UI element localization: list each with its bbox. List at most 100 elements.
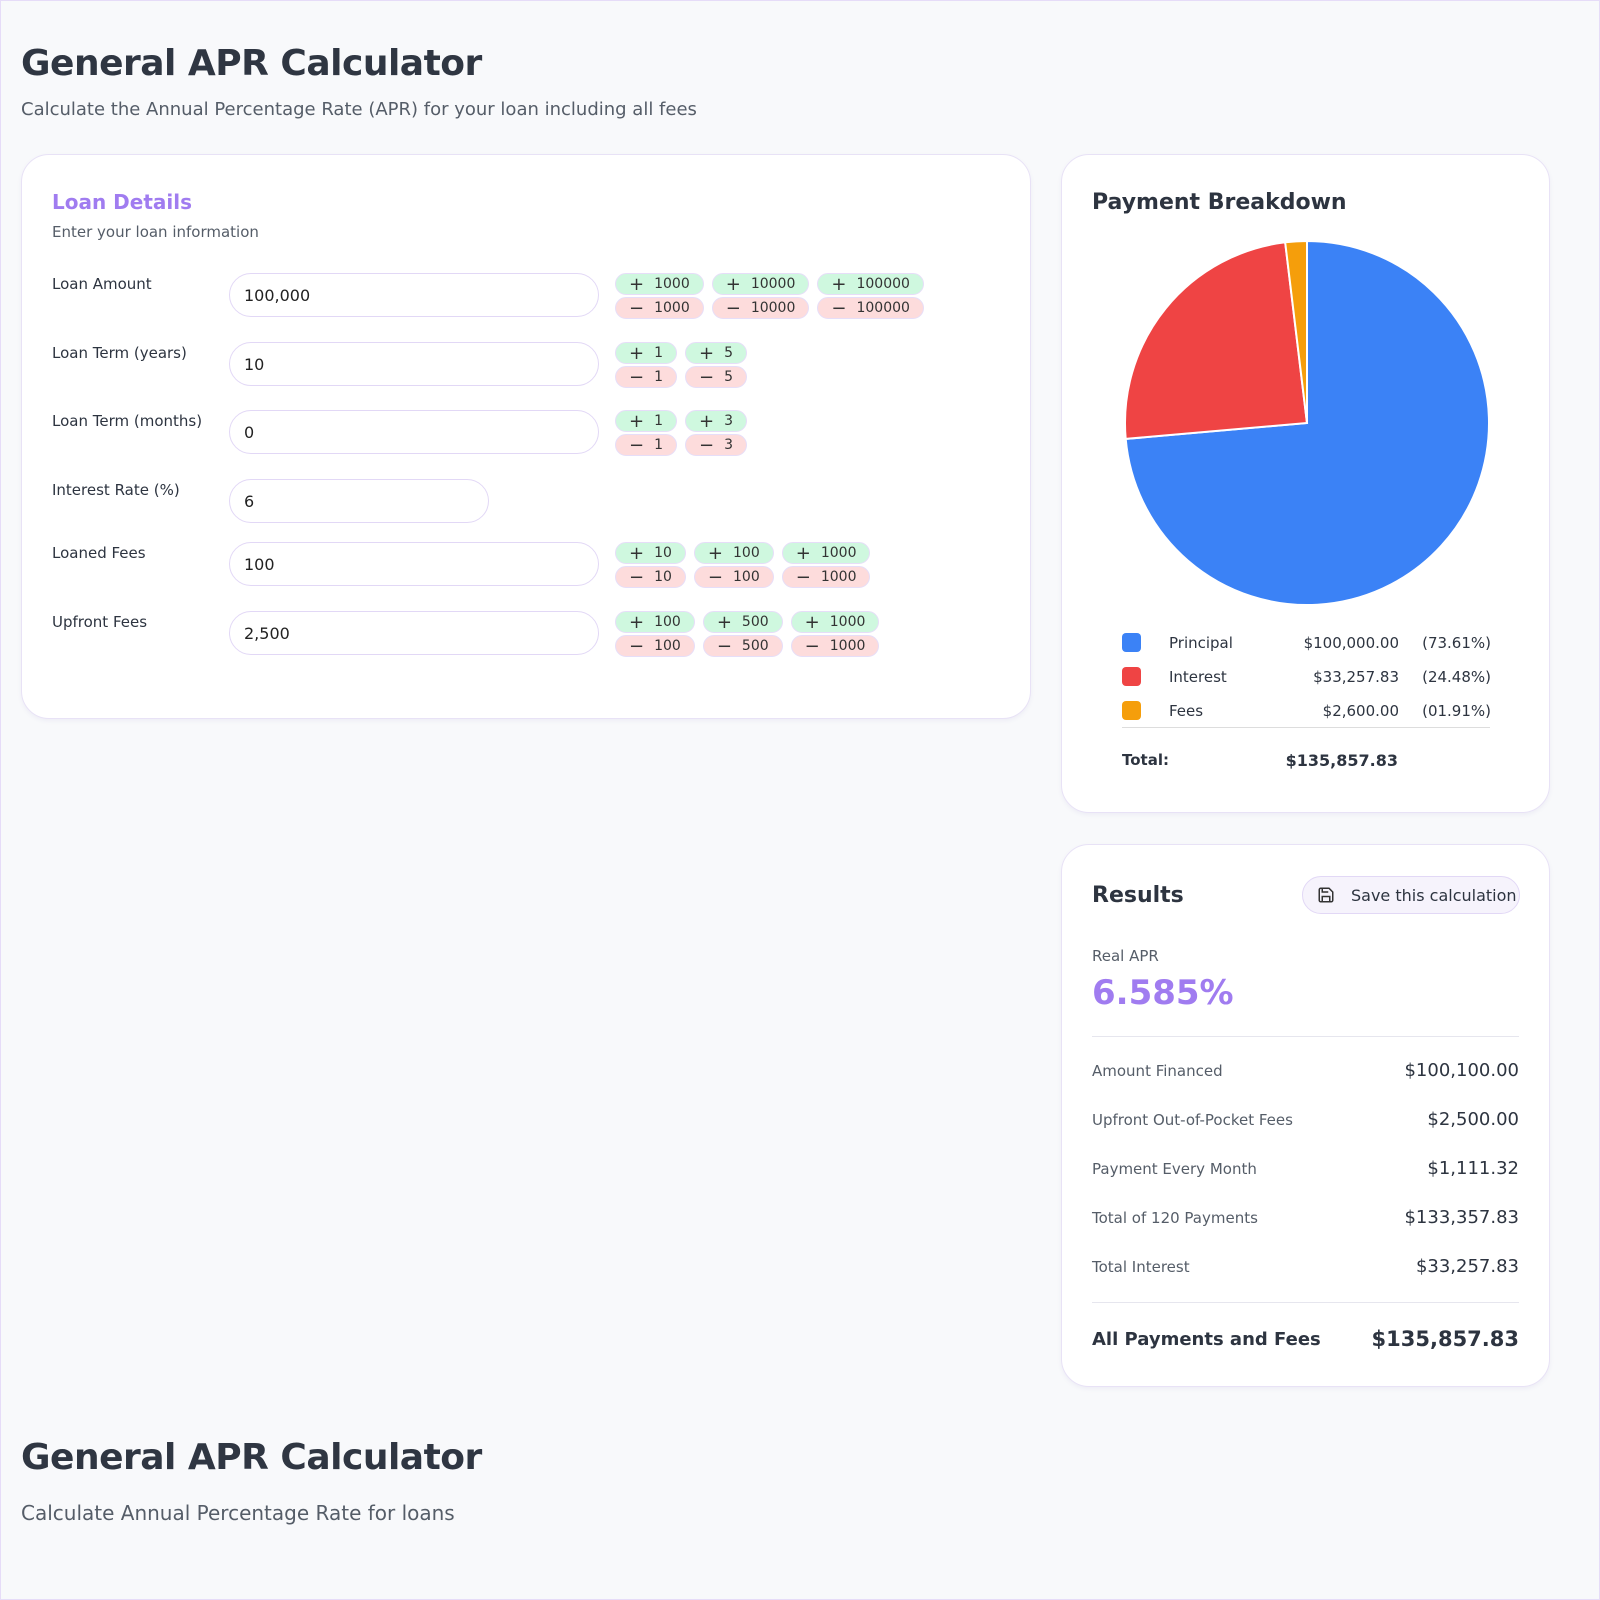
result-value: $1,111.32: [1427, 1158, 1519, 1179]
field-input[interactable]: 100: [229, 542, 599, 586]
legend-percent: (24.48%): [1422, 667, 1491, 686]
plus-icon: +: [795, 542, 811, 564]
field-label: Loan Term (months): [52, 412, 203, 430]
increment-button[interactable]: +5: [685, 342, 748, 364]
all-payments-value: $135,857.83: [1371, 1327, 1519, 1351]
legend-value: $33,257.83: [1313, 667, 1399, 686]
result-label: Payment Every Month: [1092, 1159, 1257, 1178]
minus-icon: −: [804, 635, 820, 657]
decrement-button[interactable]: −10: [615, 566, 686, 588]
field-label: Loan Amount: [52, 275, 152, 293]
decrement-button[interactable]: −100: [693, 566, 774, 588]
result-value: $100,100.00: [1404, 1060, 1519, 1081]
minus-icon: −: [795, 566, 811, 588]
decrement-button[interactable]: −3: [685, 434, 748, 456]
plus-icon: +: [831, 273, 847, 295]
increment-button[interactable]: +1000: [790, 611, 880, 633]
legend-label: Principal: [1169, 633, 1233, 652]
apr-value: 6.585%: [1092, 973, 1234, 1013]
increment-button[interactable]: +100: [693, 542, 774, 564]
legend-percent: (01.91%): [1422, 701, 1491, 720]
increment-button[interactable]: +1: [615, 342, 678, 364]
minus-icon: −: [629, 635, 645, 657]
legend-label: Interest: [1169, 667, 1227, 686]
result-value: $33,257.83: [1415, 1256, 1519, 1277]
legend-percent: (73.61%): [1422, 633, 1491, 652]
apr-label: Real APR: [1092, 947, 1159, 965]
footer-title: General APR Calculator: [21, 1437, 482, 1478]
step-buttons: +1000 −1000 +10000 −10000 +100000 −100000: [615, 273, 924, 319]
field-input[interactable]: 100,000: [229, 273, 599, 317]
plus-icon: +: [699, 410, 715, 432]
decrement-button[interactable]: −100000: [817, 297, 924, 319]
increment-button[interactable]: +1: [615, 410, 678, 432]
increment-button[interactable]: +10000: [711, 273, 810, 295]
loan-details-subtitle: Enter your loan information: [52, 223, 259, 241]
field-label: Loaned Fees: [52, 544, 146, 562]
decrement-button[interactable]: −1: [615, 366, 678, 388]
legend-value: $100,000.00: [1303, 633, 1399, 652]
plus-icon: +: [629, 542, 645, 564]
field-label: Upfront Fees: [52, 613, 148, 631]
increment-button[interactable]: +100: [615, 611, 695, 633]
increment-button[interactable]: +1000: [781, 542, 871, 564]
field-input[interactable]: 6: [229, 479, 489, 523]
step-buttons: +10 −10 +100 −100 +1000 −1000: [615, 542, 871, 588]
minus-icon: −: [629, 297, 645, 319]
result-row: Amount Financed $100,100.00: [1092, 1060, 1519, 1081]
field-input[interactable]: 0: [229, 410, 599, 454]
increment-button[interactable]: +10: [615, 542, 686, 564]
decrement-button[interactable]: −1000: [790, 635, 880, 657]
step-buttons: +100 −100 +500 −500 +1000 −1000: [615, 611, 880, 657]
plus-icon: +: [699, 342, 715, 364]
all-payments-row: All Payments and Fees $135,857.83: [1092, 1327, 1519, 1351]
field-input[interactable]: 2,500: [229, 611, 599, 655]
field-label: Interest Rate (%): [52, 481, 180, 499]
decrement-button[interactable]: −10000: [711, 297, 810, 319]
payment-breakdown-card: Payment Breakdown Principal $100,000.00 …: [1061, 154, 1550, 813]
page-subtitle: Calculate the Annual Percentage Rate (AP…: [21, 99, 697, 120]
increment-button[interactable]: +100000: [817, 273, 924, 295]
decrement-button[interactable]: −5: [685, 366, 748, 388]
plus-icon: +: [804, 611, 820, 633]
result-value: $133,357.83: [1404, 1207, 1519, 1228]
plus-icon: +: [716, 611, 732, 633]
result-row: Total of 120 Payments $133,357.83: [1092, 1207, 1519, 1228]
decrement-button[interactable]: −1000: [615, 297, 704, 319]
decrement-button[interactable]: −500: [702, 635, 783, 657]
minus-icon: −: [707, 566, 724, 588]
increment-button[interactable]: +500: [702, 611, 783, 633]
result-row: Total Interest $33,257.83: [1092, 1256, 1519, 1277]
minus-icon: −: [699, 434, 715, 456]
legend-item: Interest $33,257.83 (24.48%): [1122, 667, 1492, 686]
legend-swatch: [1122, 701, 1141, 720]
field-label: Loan Term (years): [52, 344, 187, 362]
save-calculation-button[interactable]: Save this calculation: [1302, 876, 1520, 914]
footer-subtitle: Calculate Annual Percentage Rate for loa…: [21, 1501, 455, 1525]
result-row: Upfront Out-of-Pocket Fees $2,500.00: [1092, 1109, 1519, 1130]
results-card: Results Save this calculation Real APR 6…: [1061, 844, 1550, 1387]
legend-item: Principal $100,000.00 (73.61%): [1122, 633, 1492, 652]
legend-label: Fees: [1169, 701, 1204, 720]
minus-icon: −: [716, 635, 732, 657]
decrement-button[interactable]: −1: [615, 434, 678, 456]
decrement-button[interactable]: −1000: [781, 566, 871, 588]
legend-swatch: [1122, 633, 1141, 652]
increment-button[interactable]: +3: [685, 410, 748, 432]
increment-button[interactable]: +1000: [615, 273, 704, 295]
plus-icon: +: [707, 542, 724, 564]
save-icon: [1318, 887, 1334, 903]
plus-icon: +: [629, 410, 645, 432]
result-label: Total of 120 Payments: [1092, 1208, 1258, 1227]
decrement-button[interactable]: −100: [615, 635, 695, 657]
field-input[interactable]: 10: [229, 342, 599, 386]
legend-swatch: [1122, 667, 1141, 686]
loan-details-title: Loan Details: [52, 190, 193, 214]
result-row: Payment Every Month $1,111.32: [1092, 1158, 1519, 1179]
plus-icon: +: [629, 611, 645, 633]
result-label: Upfront Out-of-Pocket Fees: [1092, 1110, 1293, 1129]
pie-slice-fees: [1284, 239, 1308, 424]
step-buttons: +1 −1 +3 −3: [615, 410, 748, 456]
result-label: Amount Financed: [1092, 1061, 1223, 1080]
breakdown-title: Payment Breakdown: [1092, 190, 1347, 215]
